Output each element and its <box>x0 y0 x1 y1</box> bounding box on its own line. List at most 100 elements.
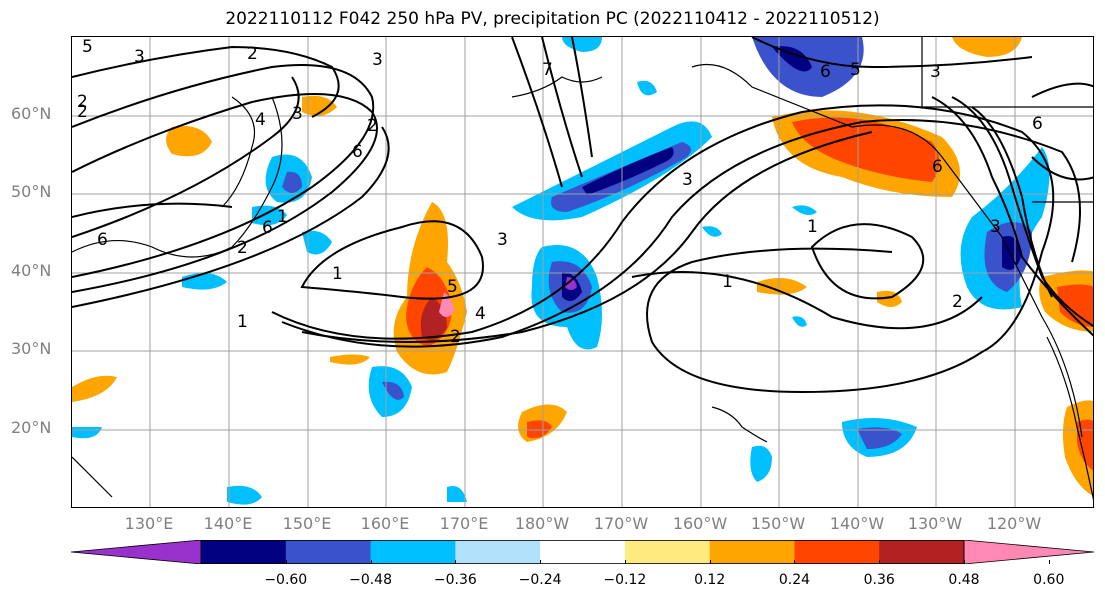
longitude-label-120w: 120°W <box>986 514 1042 533</box>
contour-label: 5 <box>447 277 458 297</box>
contour-label: 2 <box>367 116 378 136</box>
precip-pos-region <box>792 117 940 182</box>
contour-label: 3 <box>682 170 693 190</box>
contour-label: 2 <box>77 92 88 112</box>
graticule <box>72 37 1093 507</box>
precip-neg-region <box>302 230 332 255</box>
precip-neg-region <box>792 205 817 216</box>
contour-label: 3 <box>292 104 303 124</box>
contour-label: 6 <box>1032 114 1043 134</box>
contour-label: 5 <box>850 60 861 80</box>
colorbar-segment <box>201 540 287 564</box>
colorbar-segments <box>71 540 1094 564</box>
precip-neg-region <box>182 273 227 290</box>
colorbar-extend-max <box>963 540 1094 564</box>
precip-pos-region <box>302 95 337 116</box>
colorbar <box>71 540 1094 564</box>
contour-label: 1 <box>277 207 288 227</box>
precip-neg-region <box>565 277 577 290</box>
colorbar-tick-label: 0.12 <box>694 572 726 588</box>
longitude-label-160e: 160°E <box>360 514 410 533</box>
longitude-label-130e: 130°E <box>124 514 174 533</box>
contour-label: 2 <box>247 44 258 64</box>
contour-label: 4 <box>255 110 266 130</box>
contour-label: 1 <box>807 217 818 237</box>
colorbar-tick-label: −0.60 <box>264 572 308 588</box>
colorbar-tick <box>1048 560 1050 564</box>
colorbar-segment <box>794 540 880 564</box>
contour-label: 6 <box>932 157 943 177</box>
precip-pos-region <box>1057 284 1093 327</box>
contour-label: 7 <box>542 60 553 80</box>
precip-neg-region <box>637 80 657 96</box>
map-frame: 5 3 2 3 2 4 3 2 6 1 2 6 1 3 1 1 5 4 2 6 … <box>71 36 1094 508</box>
precip-fill-layer <box>72 37 1093 505</box>
precip-neg-region <box>382 381 404 400</box>
precip-pos-region <box>330 354 370 365</box>
contour-label: 3 <box>372 50 383 70</box>
precip-neg-region <box>772 46 812 72</box>
colorbar-tick-label: 0.24 <box>778 572 811 588</box>
longitude-label-150e: 150°E <box>282 514 332 533</box>
map-canvas: 5 3 2 3 2 4 3 2 6 1 2 6 1 3 1 1 5 4 2 6 … <box>72 37 1093 507</box>
colorbar-segment <box>879 540 965 564</box>
precip-neg-region <box>72 427 102 439</box>
pv-contours <box>72 37 1093 394</box>
latitude-label-50n: 50°N <box>11 182 52 201</box>
contour-label: 6 <box>262 218 273 238</box>
colorbar-tick <box>624 560 626 564</box>
colorbar-segment <box>455 540 541 564</box>
colorbar-tick <box>709 560 711 564</box>
colorbar-tick-label: −0.36 <box>433 572 477 588</box>
colorbar-tick <box>540 560 542 564</box>
precip-neg-region <box>792 316 807 327</box>
colorbar-segment <box>624 540 711 564</box>
contour-label: 2 <box>450 327 461 347</box>
contour-label: 1 <box>237 312 248 332</box>
contour-label: 6 <box>352 142 363 162</box>
contour-label: 3 <box>930 62 941 82</box>
contour-label: 3 <box>990 217 1001 237</box>
colorbar-tick-label: 0.60 <box>1033 572 1065 588</box>
precip-neg-region <box>582 147 674 195</box>
contour-label: 6 <box>97 230 108 250</box>
precip-neg-region <box>227 485 262 505</box>
map-title: 2022110112 F042 250 hPa PV, precipitatio… <box>225 9 880 29</box>
contour-label: 2 <box>237 238 248 258</box>
contour-label: 5 <box>82 37 93 57</box>
contour-label-group: 5 3 2 3 2 4 3 2 6 1 2 6 1 3 1 1 5 4 2 6 … <box>77 37 1043 347</box>
colorbar-tick-label: 0.48 <box>948 572 980 588</box>
colorbar-extend-min <box>71 540 202 564</box>
colorbar-segment <box>540 540 626 564</box>
colorbar-segment <box>370 540 456 564</box>
longitude-label-160w: 160°W <box>672 514 728 533</box>
precip-neg-region <box>1002 236 1022 270</box>
precip-neg-region <box>857 427 902 449</box>
contour-label: 6 <box>820 62 831 82</box>
precip-pos-region <box>166 126 212 157</box>
colorbar-outline <box>200 540 965 564</box>
precip-pos-region <box>72 375 117 402</box>
precip-neg-region <box>750 445 772 482</box>
contour-label: 3 <box>497 230 508 250</box>
contour-label: 1 <box>722 272 733 292</box>
longitude-label-170e: 170°E <box>439 514 489 533</box>
colorbar-tick <box>370 560 372 564</box>
contour-label: 2 <box>952 292 963 312</box>
colorbar-segment <box>285 540 372 564</box>
precip-neg-region <box>447 486 467 502</box>
longitude-label-180w: 180°W <box>514 514 570 533</box>
colorbar-tick <box>794 560 796 564</box>
precip-neg-region <box>252 205 287 226</box>
precip-neg-region <box>562 37 602 52</box>
colorbar-tick <box>285 560 287 564</box>
colorbar-tick <box>879 560 881 564</box>
colorbar-tick-label: 0.36 <box>863 572 895 588</box>
precip-pos-region <box>952 37 1022 57</box>
precip-pos-region <box>527 420 552 439</box>
colorbar-tick <box>964 560 965 564</box>
colorbar-tick-label: −0.48 <box>349 572 392 588</box>
contour-label: 3 <box>134 47 145 67</box>
precip-neg-region <box>282 171 302 193</box>
contour-label: 1 <box>332 264 343 284</box>
